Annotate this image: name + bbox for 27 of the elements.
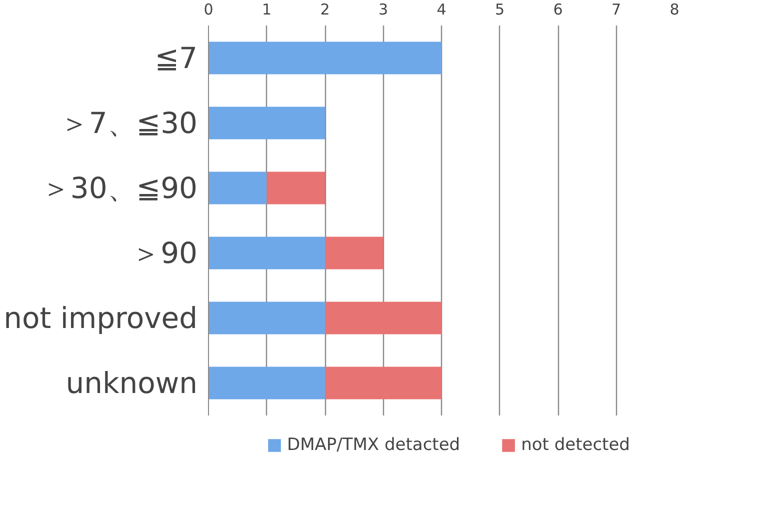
x-tick-label: 5 [494,0,505,18]
x-tick-label: 0 [204,0,214,18]
legend-label: DMAP/TMX detacted [287,435,460,455]
legend-label: not detected [521,435,630,455]
bar [325,302,442,334]
y-tick-label: unknown [66,366,198,400]
y-tick-label: ＞90 [132,236,198,270]
x-tick-label: 1 [262,0,272,18]
bar [208,172,267,204]
bar [325,366,442,400]
x-tick-label: 4 [436,0,446,18]
bar [208,302,325,334]
bar [208,366,325,400]
bar [208,236,325,270]
x-tick-label: 6 [553,0,563,18]
x-tick-label: 8 [670,0,680,18]
y-tick-label: ＞7、≦30 [60,106,198,140]
x-tick-label: 7 [611,0,622,18]
bar [266,172,325,204]
x-tick-label: 2 [320,0,330,18]
bar [325,236,384,270]
x-tick-label: 3 [378,0,388,18]
bar [208,106,325,140]
y-tick-label: ≦7 [154,41,198,75]
y-tick-label: not improved [4,301,198,335]
y-tick-label: ＞30、≦90 [41,171,198,205]
bar [208,42,442,74]
